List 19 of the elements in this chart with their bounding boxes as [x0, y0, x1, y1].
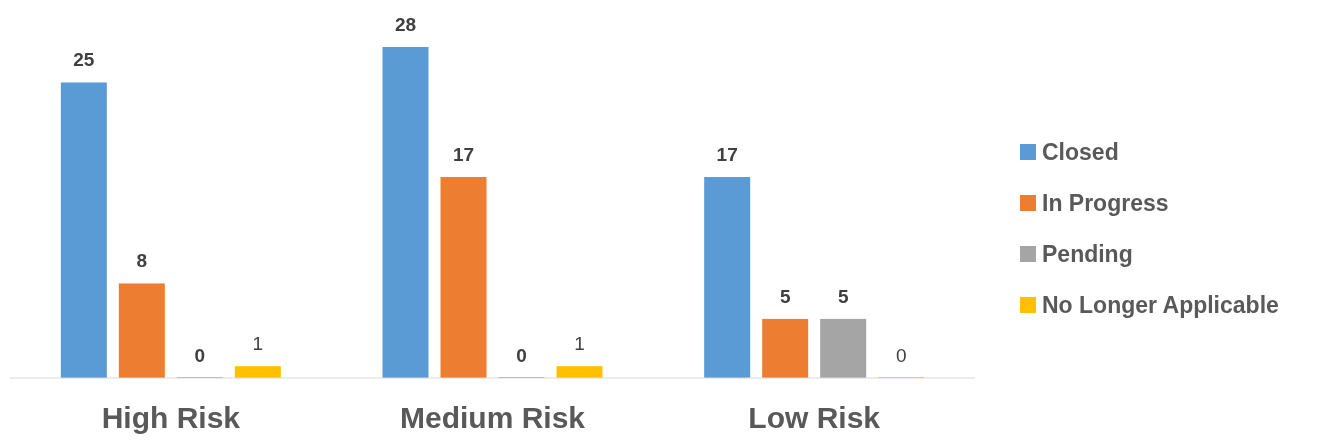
x-tick-label: High Risk	[101, 401, 241, 434]
data-label: 0	[194, 345, 206, 366]
data-label: 17	[716, 144, 738, 166]
legend-label: In Progress	[1042, 190, 1169, 216]
data-label: 0	[516, 345, 527, 366]
data-label: 5	[837, 285, 849, 307]
data-label: 5	[779, 285, 791, 307]
data-label: 17	[452, 144, 475, 166]
data-label: 28	[394, 14, 417, 35]
data-label: 8	[136, 250, 148, 272]
x-tick-label: Low Risk	[748, 401, 881, 434]
data-label: 25	[73, 49, 95, 71]
data-label: 1	[574, 333, 585, 355]
legend-label: Pending	[1042, 241, 1133, 267]
x-tick-label: Medium Risk	[399, 401, 586, 434]
legend-label: No Longer Applicable	[1042, 292, 1279, 318]
data-label: 1	[252, 333, 264, 355]
data-label: 0	[895, 345, 907, 366]
legend-label: Closed	[1042, 139, 1119, 165]
